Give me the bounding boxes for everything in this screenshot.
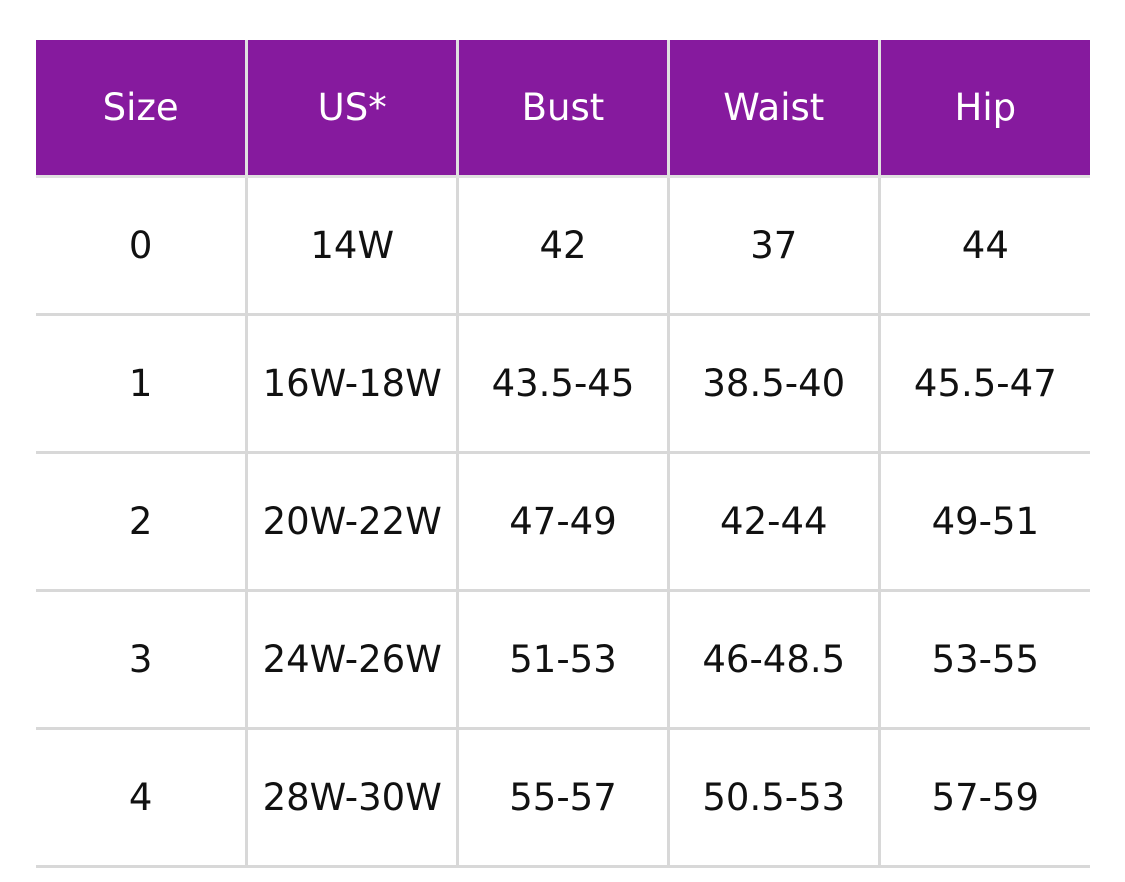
table-cell: 38.5-40 bbox=[666, 313, 881, 454]
header-cell: US* bbox=[245, 40, 460, 178]
table-cell: 47-49 bbox=[456, 451, 670, 592]
table-cell: 49-51 bbox=[877, 451, 1090, 592]
table-cell: 53-55 bbox=[877, 589, 1090, 730]
table-cell: 44 bbox=[877, 175, 1090, 316]
table-cell: 28W-30W bbox=[245, 727, 460, 868]
table-cell: 4 bbox=[36, 727, 249, 868]
header-cell: Bust bbox=[456, 40, 670, 178]
table-cell: 2 bbox=[36, 451, 249, 592]
table-cell: 0 bbox=[36, 175, 249, 316]
table-cell: 50.5-53 bbox=[666, 727, 881, 868]
table-cell: 1 bbox=[36, 313, 249, 454]
header-cell: Size bbox=[36, 40, 249, 178]
size-chart: Size US* Bust Waist Hip 0 14W 42 37 44 1 16W-18W 43… bbox=[36, 40, 1090, 868]
header-cell: Hip bbox=[877, 40, 1090, 178]
table-row: 4 28W-30W 55-57 50.5-53 57-59 bbox=[36, 727, 1090, 868]
table-body: 0 14W 42 37 44 1 16W-18W 43.5-45 38.5-40 45.5-47 2… bbox=[36, 175, 1090, 868]
table-cell: 51-53 bbox=[456, 589, 670, 730]
table-row: 0 14W 42 37 44 bbox=[36, 175, 1090, 316]
table-header: Size US* Bust Waist Hip bbox=[36, 40, 1090, 178]
table-cell: 3 bbox=[36, 589, 249, 730]
table-cell: 42 bbox=[456, 175, 670, 316]
table-cell: 16W-18W bbox=[245, 313, 460, 454]
table-cell: 20W-22W bbox=[245, 451, 460, 592]
table-cell: 46-48.5 bbox=[666, 589, 881, 730]
table-cell: 24W-26W bbox=[245, 589, 460, 730]
table-row: 2 20W-22W 47-49 42-44 49-51 bbox=[36, 451, 1090, 592]
table-cell: 43.5-45 bbox=[456, 313, 670, 454]
header-row: Size US* Bust Waist Hip bbox=[36, 40, 1090, 178]
table-cell: 57-59 bbox=[877, 727, 1090, 868]
table-cell: 14W bbox=[245, 175, 460, 316]
header-cell: Waist bbox=[666, 40, 881, 178]
table-cell: 37 bbox=[666, 175, 881, 316]
table-row: 1 16W-18W 43.5-45 38.5-40 45.5-47 bbox=[36, 313, 1090, 454]
table-row: 3 24W-26W 51-53 46-48.5 53-55 bbox=[36, 589, 1090, 730]
table-cell: 42-44 bbox=[666, 451, 881, 592]
table-cell: 55-57 bbox=[456, 727, 670, 868]
table-cell: 45.5-47 bbox=[877, 313, 1090, 454]
